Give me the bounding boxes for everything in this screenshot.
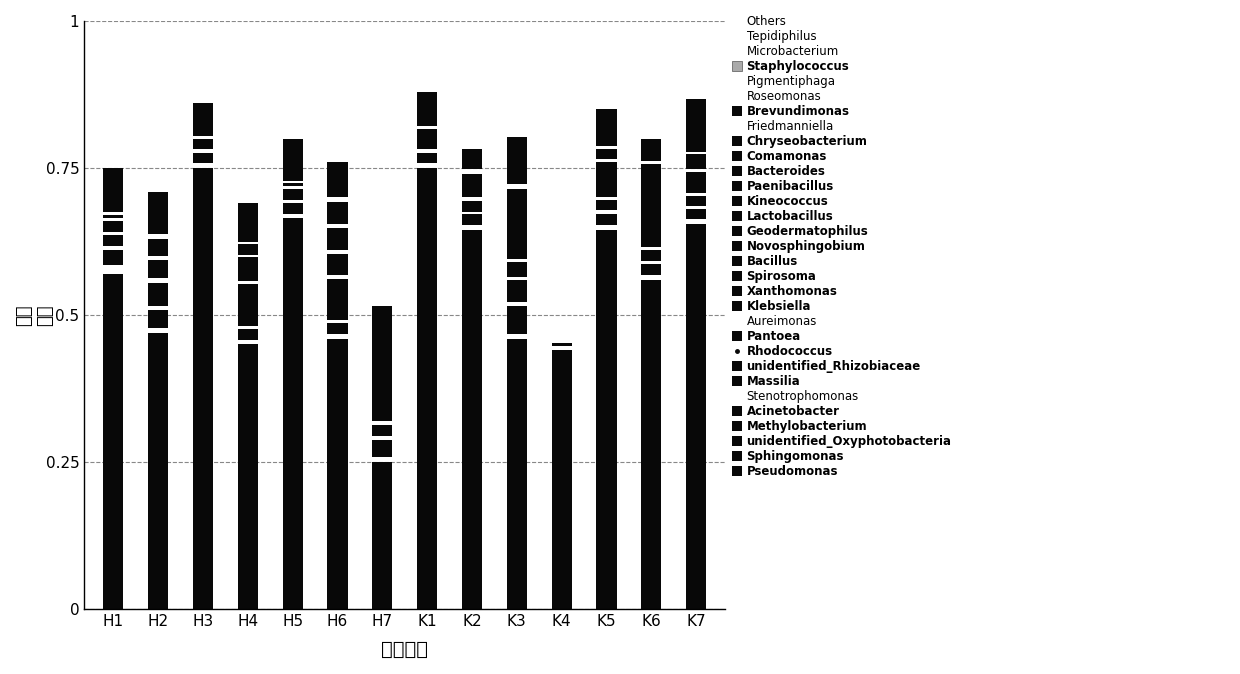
- Bar: [283, 183, 303, 185]
- Bar: [461, 148, 482, 169]
- Bar: [103, 274, 123, 609]
- Bar: [417, 153, 438, 163]
- Bar: [103, 221, 123, 231]
- Bar: [596, 214, 616, 225]
- Bar: [238, 329, 258, 340]
- Bar: [641, 164, 661, 247]
- Bar: [507, 338, 527, 609]
- Bar: [417, 92, 438, 125]
- Bar: [238, 257, 258, 281]
- Bar: [461, 174, 482, 197]
- Bar: [103, 235, 123, 245]
- Bar: [148, 191, 169, 234]
- Bar: [686, 195, 707, 206]
- Bar: [417, 129, 438, 149]
- Bar: [372, 306, 392, 421]
- Bar: [148, 333, 169, 609]
- Bar: [193, 168, 213, 609]
- Bar: [148, 310, 169, 328]
- Bar: [552, 342, 572, 346]
- Bar: [283, 139, 303, 181]
- Bar: [327, 228, 347, 250]
- Bar: [552, 350, 572, 609]
- Bar: [461, 214, 482, 225]
- Bar: [686, 172, 707, 193]
- Bar: [283, 204, 303, 214]
- Bar: [596, 200, 616, 210]
- Bar: [283, 218, 303, 609]
- Bar: [641, 139, 661, 161]
- Bar: [148, 239, 169, 256]
- Y-axis label: 相对
丰度: 相对 丰度: [15, 304, 53, 326]
- Bar: [372, 425, 392, 435]
- Bar: [103, 215, 123, 218]
- Bar: [238, 245, 258, 255]
- Bar: [238, 284, 258, 326]
- X-axis label: 样品名称: 样品名称: [381, 640, 428, 659]
- Bar: [372, 462, 392, 609]
- Bar: [641, 264, 661, 275]
- Bar: [193, 103, 213, 135]
- Bar: [148, 260, 169, 278]
- Bar: [461, 230, 482, 609]
- Bar: [148, 282, 169, 306]
- Bar: [507, 137, 527, 185]
- Bar: [193, 153, 213, 163]
- Bar: [417, 168, 438, 609]
- Bar: [686, 98, 707, 152]
- Bar: [507, 262, 527, 277]
- Bar: [686, 154, 707, 169]
- Bar: [327, 255, 347, 275]
- Bar: [238, 204, 258, 241]
- Bar: [372, 439, 392, 458]
- Bar: [641, 250, 661, 261]
- Bar: [193, 139, 213, 149]
- Bar: [596, 162, 616, 197]
- Bar: [238, 344, 258, 609]
- Bar: [641, 280, 661, 609]
- Bar: [461, 201, 482, 212]
- Bar: [327, 324, 347, 334]
- Bar: [596, 230, 616, 609]
- Bar: [327, 162, 347, 197]
- Bar: [327, 278, 347, 319]
- Bar: [507, 280, 527, 302]
- Bar: [596, 109, 616, 146]
- Bar: [686, 224, 707, 609]
- Bar: [327, 202, 347, 224]
- Bar: [686, 208, 707, 219]
- Bar: [327, 338, 347, 609]
- Legend: Others, Tepidiphilus, Microbacterium, Staphylococcus, Pigmentiphaga, Roseomonas,: Others, Tepidiphilus, Microbacterium, St…: [732, 15, 951, 478]
- Bar: [507, 305, 527, 334]
- Bar: [103, 168, 123, 212]
- Bar: [596, 148, 616, 159]
- Bar: [103, 250, 123, 265]
- Bar: [283, 189, 303, 200]
- Bar: [507, 189, 527, 259]
